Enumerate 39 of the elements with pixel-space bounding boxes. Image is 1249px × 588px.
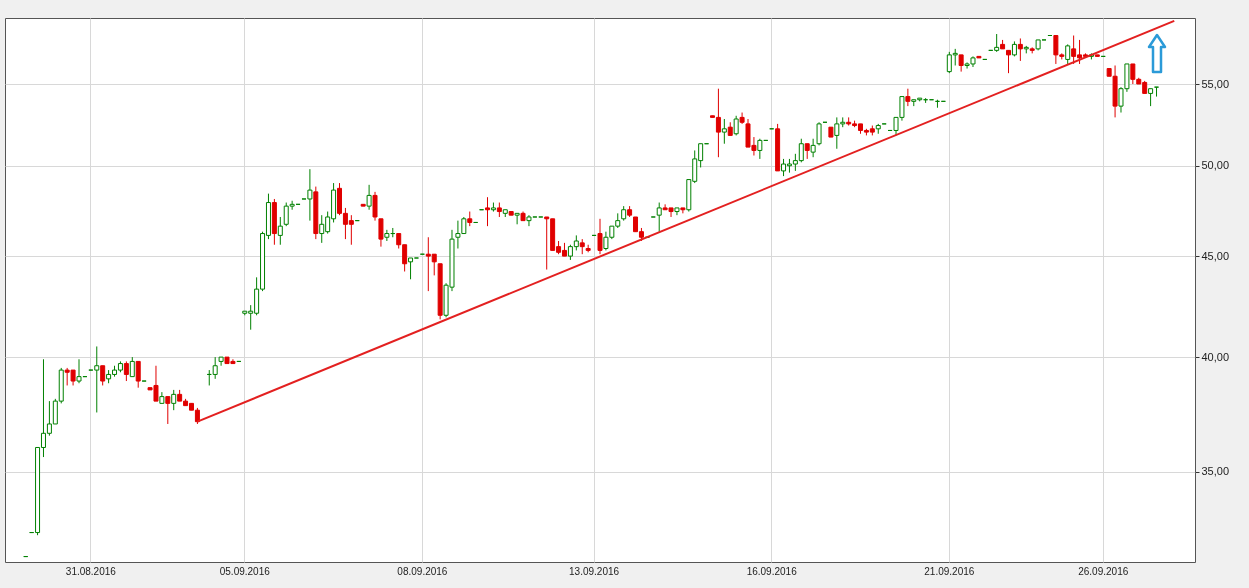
x-tick-label: 21.09.2016 (924, 565, 975, 577)
candlestick (1154, 86, 1160, 98)
candlestick (277, 216, 283, 246)
candlestick (485, 196, 491, 227)
candlestick (733, 115, 739, 136)
candlestick (372, 191, 378, 222)
candlestick (165, 396, 171, 425)
y-tick-label: 55,00 (1201, 77, 1230, 90)
x-tick-label: 31.08.2016 (65, 565, 117, 577)
candlestick (408, 257, 414, 280)
candlestick (656, 202, 662, 233)
x-tick-label: 13.09.2016 (569, 565, 620, 577)
x-tick-label: 08.09.2016 (397, 565, 448, 577)
candlestick (810, 138, 816, 158)
candlestick (378, 218, 384, 248)
candlestick (597, 218, 603, 255)
candlestick (171, 389, 177, 411)
candlestick (100, 365, 106, 386)
candlestick (1006, 49, 1012, 74)
x-tick-label: 05.09.2016 (219, 565, 271, 577)
candlestick (129, 356, 135, 378)
y-tick-label: 45,00 (1201, 249, 1230, 262)
candlestick (366, 184, 372, 211)
y-tick-label: 50,00 (1201, 159, 1230, 172)
candlestick (123, 360, 129, 382)
candlestick (680, 207, 686, 214)
candlestick (1065, 43, 1071, 65)
candlestick (135, 360, 141, 389)
candlestick (905, 88, 911, 107)
candlestick (1017, 37, 1023, 62)
candlestick (739, 112, 745, 125)
candlestick (721, 118, 727, 145)
y-tick-label: 40,00 (1201, 350, 1230, 363)
y-tick-label: 35,00 (1201, 465, 1230, 478)
candlestick (816, 121, 822, 146)
x-tick-label: 16.09.2016 (746, 565, 798, 577)
candlestick (514, 212, 520, 225)
candlestick (212, 356, 218, 380)
x-tick-label: 26.09.2016 (1078, 565, 1129, 577)
